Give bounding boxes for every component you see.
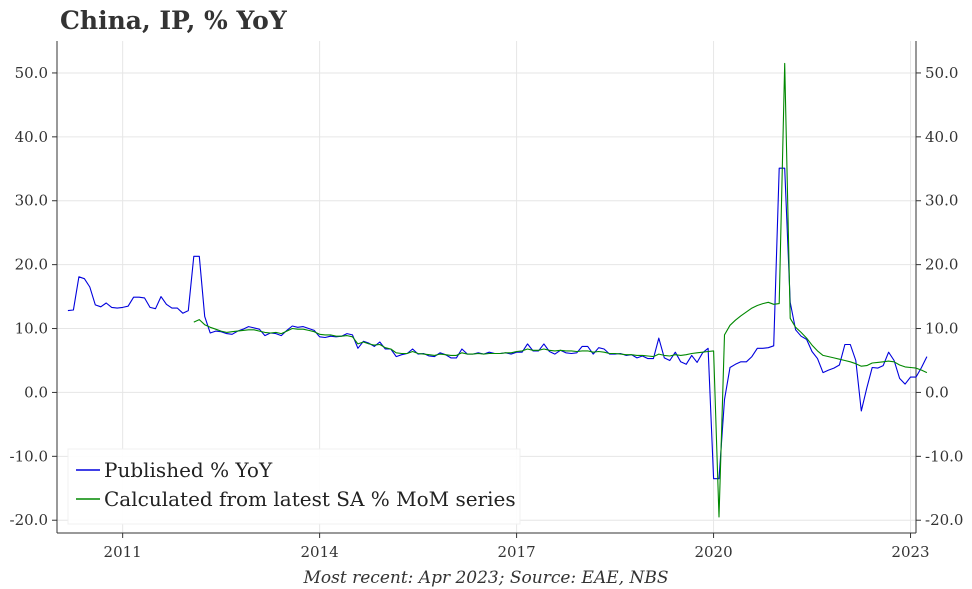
x-tick-label: 2017 — [497, 543, 535, 561]
x-tick-label: 2014 — [301, 543, 339, 561]
ticks: -20.0 -20.0 -10.0 -10.0 0.0 0.0 10.0 10.0 20.0 20… — [10, 64, 964, 561]
series-line-calculated — [193, 62, 928, 518]
y-tick-label-right: 10.0 — [925, 320, 958, 338]
y-tick-label-left: -20.0 — [10, 511, 48, 529]
x-tick-label: 2020 — [694, 543, 732, 561]
legend-label-published: Published % YoY — [104, 458, 273, 482]
x-tick-label: 2011 — [104, 543, 142, 561]
y-tick-label-left: 10.0 — [15, 320, 48, 338]
y-tick-label-left: -10.0 — [10, 447, 48, 465]
y-tick-label-left: 0.0 — [24, 383, 48, 401]
x-tick-label: 2023 — [891, 543, 929, 561]
axes — [56, 41, 917, 534]
y-tick-label-right: 40.0 — [925, 128, 958, 146]
y-tick-label-left: 30.0 — [15, 192, 48, 210]
y-tick-label-right: 50.0 — [925, 64, 958, 82]
y-tick-label-right: 20.0 — [925, 256, 958, 274]
series — [67, 62, 928, 518]
chart-title: China, IP, % YoY — [60, 6, 287, 35]
legend-label-calculated: Calculated from latest SA % MoM series — [104, 487, 516, 511]
y-tick-label-right: -20.0 — [925, 511, 963, 529]
y-tick-label-left: 20.0 — [15, 256, 48, 274]
y-tick-label-left: 40.0 — [15, 128, 48, 146]
legend-box — [67, 448, 521, 525]
legend: Published % YoY Calculated from latest S… — [67, 448, 521, 525]
series-line-published — [67, 167, 928, 480]
y-tick-label-right: 0.0 — [925, 383, 949, 401]
y-tick-label-left: 50.0 — [15, 64, 48, 82]
y-tick-label-right: 30.0 — [925, 192, 958, 210]
source-note: Most recent: Apr 2023; Source: EAE, NBS — [303, 568, 669, 588]
y-tick-label-right: -10.0 — [925, 447, 963, 465]
